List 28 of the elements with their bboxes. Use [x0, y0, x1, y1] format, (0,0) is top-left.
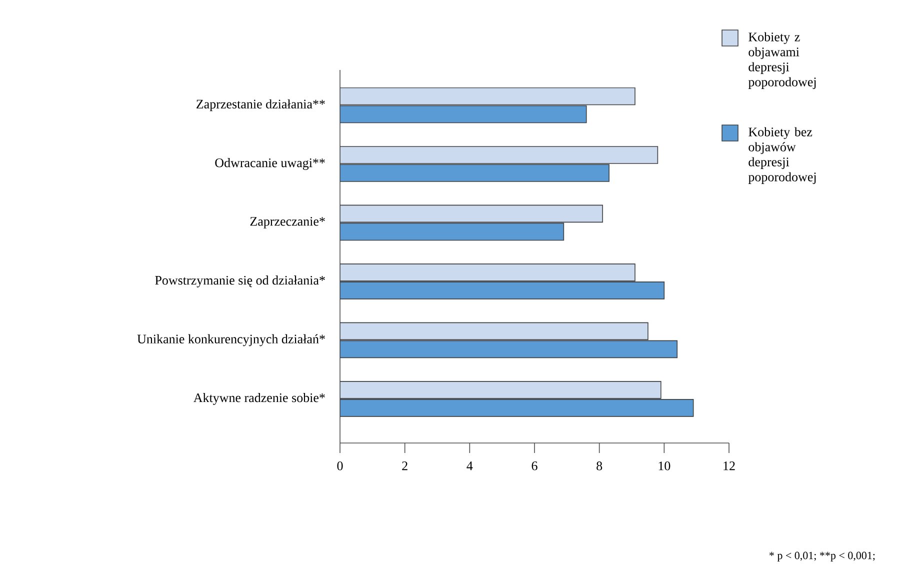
y-tick-label: Aktywne radzenie sobie*	[193, 393, 325, 405]
bar	[340, 146, 658, 164]
bar	[340, 282, 665, 300]
legend-label: Kobiety bez objawów depresji poporodowej	[748, 127, 816, 184]
bar	[340, 322, 648, 340]
bar	[340, 340, 678, 358]
bar	[340, 204, 603, 223]
bar	[340, 164, 610, 182]
x-tick-label: 0	[337, 462, 343, 470]
x-tick-label: 12	[724, 462, 735, 470]
legend-label: Kobiety z objawami depresji poporodowej	[748, 32, 816, 89]
bar	[340, 222, 564, 241]
y-tick-label: Zaprzestanie działania**	[196, 99, 325, 112]
bar	[340, 105, 587, 124]
bar	[340, 381, 662, 399]
x-tick-label: 2	[402, 462, 408, 470]
bar	[340, 87, 636, 106]
bar	[340, 264, 636, 282]
y-tick-label: Unikanie konkurencyjnych działań*	[137, 334, 325, 346]
y-tick-label: Powstrzymanie się od działania*	[155, 276, 325, 288]
bar	[340, 399, 694, 417]
x-tick-label: 6	[532, 462, 538, 470]
y-tick-label: Odwracanie uwagi**	[215, 158, 325, 170]
x-tick-label: 10	[658, 462, 670, 470]
x-tick-label: 4	[466, 462, 473, 470]
y-tick-label: Zaprzeczanie*	[250, 217, 325, 228]
x-tick-label: 8	[596, 462, 602, 470]
text: * p < 0,01; **p < 0,001;	[769, 552, 875, 562]
